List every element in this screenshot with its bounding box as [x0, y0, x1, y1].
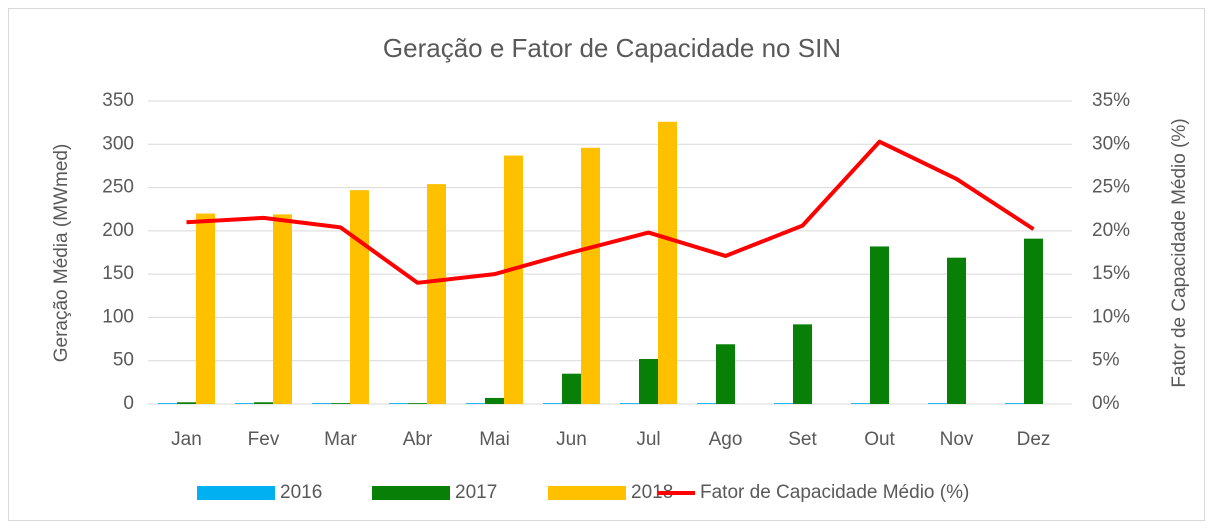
bar — [1024, 238, 1043, 404]
bar — [658, 121, 677, 404]
legend-label: 2018 — [631, 482, 673, 503]
bar — [389, 403, 408, 404]
x-tick-label: Jan — [171, 429, 202, 450]
legend-label: 2016 — [280, 482, 322, 503]
y-axis-title: Geração Média (MWmed) — [51, 144, 72, 363]
y2-tick-label: 5% — [1092, 350, 1120, 371]
bar — [254, 402, 273, 404]
y-tick-label: 150 — [102, 263, 134, 284]
bar — [350, 190, 369, 404]
x-tick-label: Dez — [1017, 429, 1051, 450]
x-tick-label: Out — [864, 429, 895, 450]
line — [186, 139, 1035, 285]
legend-label: 2017 — [455, 482, 497, 503]
x-tick-label: Mai — [479, 429, 510, 450]
y-tick-label: 350 — [102, 90, 134, 111]
bar — [196, 213, 215, 404]
chart-title: Geração e Fator de Capacidade no SIN — [383, 33, 841, 63]
y2-tick-label: 15% — [1092, 263, 1130, 284]
bar — [543, 403, 562, 404]
bar — [581, 147, 600, 404]
bar — [562, 373, 581, 404]
x-tick-label: Fev — [248, 429, 280, 450]
bar — [620, 403, 639, 404]
y-tick-label: 100 — [102, 306, 134, 327]
bar — [928, 403, 947, 404]
bar — [273, 214, 292, 404]
bar — [312, 403, 331, 404]
bar — [427, 184, 446, 404]
legend-swatch — [197, 486, 275, 500]
y2-tick-label: 20% — [1092, 220, 1130, 241]
bar — [716, 344, 735, 404]
bar — [870, 246, 889, 404]
bar — [235, 403, 254, 404]
x-tick-label: Jul — [636, 429, 660, 450]
y-tick-label: 300 — [102, 133, 134, 154]
x-tick-label: Abr — [403, 429, 433, 450]
x-tick-label: Jun — [556, 429, 587, 450]
bar — [466, 403, 485, 404]
y2-tick-label: 35% — [1092, 90, 1130, 111]
bar — [408, 403, 427, 404]
bar — [947, 257, 966, 404]
y2-axis-title: Fator de Capacidade Médio (%) — [1169, 118, 1190, 387]
bar — [485, 397, 504, 404]
bar — [793, 324, 812, 404]
y-tick-label: 50 — [113, 350, 134, 371]
y2-tick-label: 30% — [1092, 133, 1130, 154]
bar — [504, 155, 523, 404]
y2-tick-label: 10% — [1092, 306, 1130, 327]
bar — [639, 358, 658, 404]
legend-label: Fator de Capacidade Médio (%) — [700, 482, 969, 503]
x-tick-label: Ago — [709, 429, 743, 450]
bar — [851, 403, 870, 404]
y2-tick-label: 0% — [1092, 393, 1120, 414]
y-tick-label: 0 — [123, 393, 134, 414]
y-tick-label: 250 — [102, 177, 134, 198]
bar — [158, 403, 177, 404]
legend-swatch — [548, 486, 626, 500]
y2-tick-label: 25% — [1092, 177, 1130, 198]
legend-swatch — [372, 486, 450, 500]
bar — [774, 403, 793, 404]
x-tick-label: Set — [788, 429, 817, 450]
bar — [331, 403, 350, 404]
x-tick-label: Mar — [324, 429, 357, 450]
bar — [1005, 403, 1024, 404]
x-tick-label: Nov — [940, 429, 974, 450]
y-tick-label: 200 — [102, 220, 134, 241]
bar — [697, 403, 716, 404]
bar — [177, 402, 196, 404]
